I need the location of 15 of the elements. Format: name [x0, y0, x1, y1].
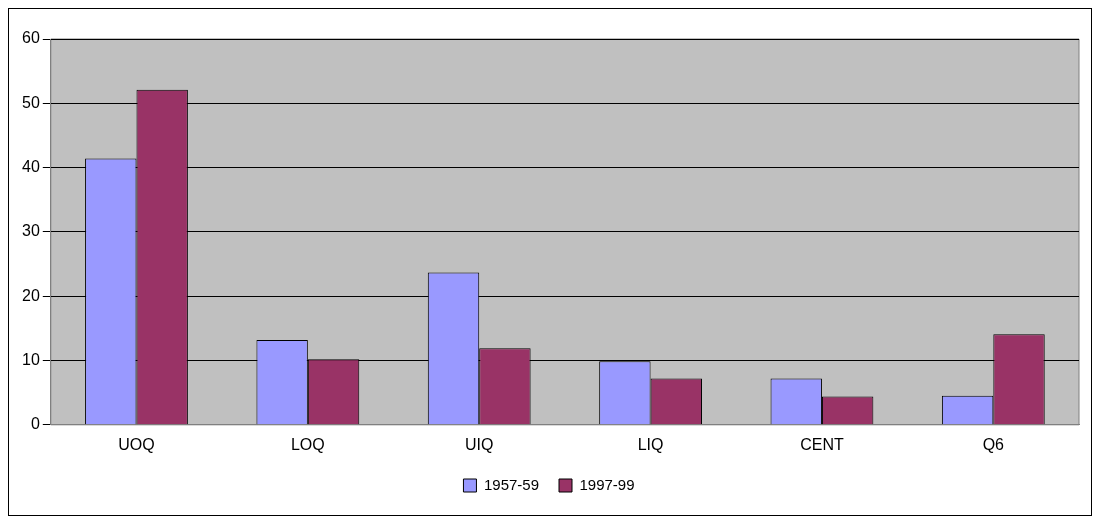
- x-tick-label: UIQ: [464, 435, 494, 453]
- y-tick-label: 20: [22, 286, 40, 304]
- y-tick-label: 0: [30, 415, 40, 433]
- x-tick-label: LIQ: [637, 435, 664, 453]
- legend-label: 1957-59: [483, 475, 540, 493]
- x-tick-label: Q6: [982, 435, 1005, 453]
- legend-label: 1997-99: [579, 475, 635, 493]
- y-tick-label: 30: [22, 222, 40, 240]
- y-tick-label: 50: [22, 93, 40, 111]
- y-tick-label: 40: [22, 158, 40, 176]
- y-tick-label: 10: [22, 350, 40, 368]
- x-tick-label: UOQ: [118, 435, 155, 453]
- y-tick-label: 60: [22, 29, 40, 47]
- x-tick-label: LOQ: [290, 435, 325, 453]
- x-tick-label: CENT: [800, 435, 844, 453]
